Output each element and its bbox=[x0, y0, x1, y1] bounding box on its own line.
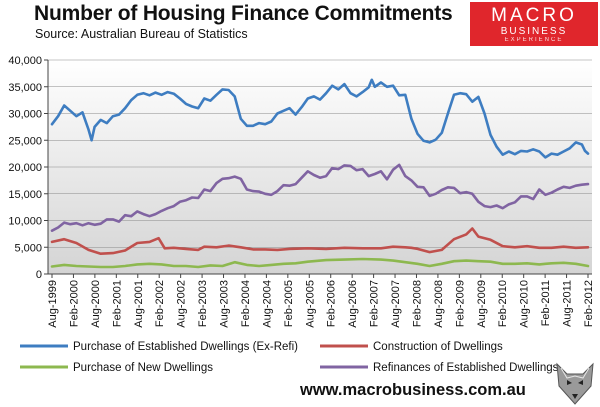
x-tick-label: Aug-2000 bbox=[90, 280, 102, 328]
legend-label: Refinances of Established Dwellings bbox=[373, 362, 559, 374]
y-tick-label: 40,000 bbox=[8, 55, 42, 67]
y-tick-label: 5,000 bbox=[14, 242, 42, 254]
series-line-2 bbox=[50, 257, 590, 269]
logo-line-3: EXPERIENCE bbox=[504, 37, 564, 43]
logo-line-2: BUSINESS bbox=[500, 26, 568, 37]
y-tick-label: 10,000 bbox=[8, 216, 42, 228]
x-tick-label: Aug-2011 bbox=[562, 280, 574, 327]
x-tick-label: Aug-2010 bbox=[519, 280, 531, 328]
series-line-0 bbox=[50, 78, 590, 159]
x-tick-label: Feb-2002 bbox=[154, 280, 166, 327]
y-tick-label: 15,000 bbox=[8, 189, 42, 201]
x-tick-label: Aug-2006 bbox=[347, 280, 359, 328]
series-line-1 bbox=[50, 227, 590, 255]
x-tick-label: Aug-2009 bbox=[476, 280, 488, 328]
x-tick-label: Aug-1999 bbox=[47, 280, 59, 328]
x-tick-label: Feb-2007 bbox=[369, 280, 381, 327]
y-tick-label: 20,000 bbox=[8, 162, 42, 174]
x-tick-label: Feb-2004 bbox=[240, 280, 252, 327]
x-tick-label: Feb-2012 bbox=[583, 280, 595, 327]
footer-url: www.macrobusiness.com.au bbox=[300, 381, 526, 399]
y-tick-label: 30,000 bbox=[8, 109, 42, 121]
x-tick-label: Feb-2005 bbox=[283, 280, 295, 327]
x-tick-label: Feb-2003 bbox=[197, 280, 209, 327]
logo-line-1: MACRO bbox=[491, 5, 577, 26]
x-tick-label: Aug-2004 bbox=[261, 280, 273, 328]
legend-label: Purchase of Established Dwellings (Ex-Re… bbox=[73, 341, 298, 353]
wolf-logo-icon bbox=[556, 362, 594, 405]
legend-label: Construction of Dwellings bbox=[373, 341, 503, 353]
y-tick-label: 0 bbox=[36, 269, 42, 281]
series-line-3 bbox=[50, 163, 590, 232]
x-tick-label: Aug-2003 bbox=[219, 280, 231, 328]
x-tick-label: Aug-2008 bbox=[433, 280, 445, 328]
legend-label: Purchase of New Dwellings bbox=[73, 362, 213, 374]
x-tick-label: Feb-2010 bbox=[497, 280, 509, 327]
x-tick-label: Aug-2002 bbox=[176, 280, 188, 328]
x-tick-label: Feb-2001 bbox=[111, 280, 123, 327]
x-tick-label: Feb-2006 bbox=[326, 280, 338, 327]
x-tick-label: Aug-2007 bbox=[390, 280, 402, 328]
x-tick-label: Feb-2000 bbox=[68, 280, 80, 327]
y-tick-label: 25,000 bbox=[8, 135, 42, 147]
chart-title: Number of Housing Finance Commitments bbox=[34, 2, 453, 25]
macrobusiness-logo: MACRO BUSINESS EXPERIENCE bbox=[470, 2, 598, 46]
x-tick-label: Feb-2011 bbox=[540, 280, 552, 326]
chart-source: Source: Australian Bureau of Statistics bbox=[35, 27, 248, 41]
x-tick-label: Feb-2008 bbox=[411, 280, 423, 327]
x-tick-label: Aug-2001 bbox=[133, 280, 145, 328]
y-tick-label: 35,000 bbox=[8, 82, 42, 94]
x-tick-label: Feb-2009 bbox=[454, 280, 466, 327]
x-tick-label: Aug-2005 bbox=[304, 280, 316, 328]
